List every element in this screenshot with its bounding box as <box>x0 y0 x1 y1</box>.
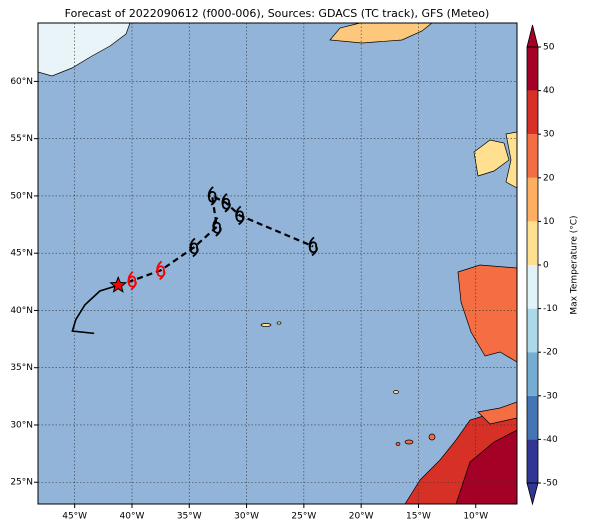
x-tick-label: 25°W <box>291 512 316 522</box>
colorbar-band <box>527 439 538 483</box>
africa-interior <box>455 429 517 504</box>
cyclone-symbol <box>156 260 166 281</box>
cyclone-symbol <box>308 236 318 257</box>
x-tick-label: 10°W <box>463 512 488 522</box>
colorbar-band <box>527 134 538 178</box>
cyclone-symbol <box>127 270 137 291</box>
x-tick-label: 15°W <box>406 512 431 522</box>
greenland <box>38 23 131 77</box>
land <box>38 23 517 504</box>
forecast-track <box>117 194 314 287</box>
iberia <box>457 264 517 363</box>
colorbar-extend-top <box>526 24 539 48</box>
colorbar-band <box>527 47 538 91</box>
x-tick-label: 35°W <box>177 512 202 522</box>
map-frame <box>37 22 518 505</box>
colorbar-tick-label: -30 <box>543 391 558 401</box>
canaries <box>395 442 401 446</box>
colorbar-tick-label: -50 <box>543 479 558 489</box>
colorbar-tick-label: -10 <box>543 304 558 314</box>
x-tick-label: 30°W <box>234 512 259 522</box>
ocean <box>38 23 517 504</box>
y-tick-label: 30°N <box>10 420 33 430</box>
y-tick-label: 40°N <box>10 306 33 316</box>
y-tick-label: 60°N <box>10 77 33 87</box>
colorbar-tick-label: -40 <box>543 435 558 445</box>
current-position <box>109 275 128 293</box>
colorbar-tick-label: -20 <box>543 348 558 358</box>
canaries <box>404 439 414 445</box>
y-tick-label: 50°N <box>10 191 33 201</box>
y-tick-label: 25°N <box>10 478 33 488</box>
map-title: Forecast of 2022090612 (f000-006), Sourc… <box>65 7 490 20</box>
canaries <box>428 433 436 441</box>
y-tick-label: 55°N <box>10 134 33 144</box>
cyclone-symbol <box>207 186 218 206</box>
cyclone-symbol <box>235 205 245 226</box>
colorbar-tick-label: 20 <box>543 173 555 183</box>
colorbar-band <box>527 352 538 396</box>
y-tick-label: 35°N <box>10 363 33 373</box>
britain <box>505 131 517 189</box>
x-tick-label: 20°W <box>349 512 374 522</box>
iceland <box>329 23 433 44</box>
morocco <box>477 401 517 425</box>
cyclone-symbol <box>189 237 199 258</box>
cyclone-symbol <box>221 193 231 213</box>
past-track <box>71 284 119 335</box>
x-tick-label: 40°W <box>120 512 145 522</box>
colorbar-band <box>527 308 538 353</box>
tracks <box>71 186 318 335</box>
colorbar-label: Max Temperature (°C) <box>570 215 580 314</box>
x-tick-label: 45°W <box>62 512 87 522</box>
colorbar-band <box>527 177 538 222</box>
y-tick-label: 45°N <box>10 249 33 259</box>
azores <box>260 323 272 327</box>
colorbar-tick-label: 50 <box>543 43 555 53</box>
colorbar-extend-bottom <box>526 482 539 506</box>
colorbar-tick-label: 10 <box>543 217 555 227</box>
colorbar-tick-label: 30 <box>543 130 555 140</box>
colorbar-band <box>527 221 538 265</box>
madeira <box>393 390 399 394</box>
colorbar: -50 -40 -30 -20 -10 0 10 20 30 40 50 <box>526 24 558 506</box>
grid <box>38 23 517 504</box>
colorbar-band <box>527 395 538 440</box>
colorbar-tick-label: 0 <box>543 261 549 271</box>
colorbar-band <box>527 90 538 135</box>
colorbar-band <box>527 265 538 309</box>
azores <box>276 321 282 325</box>
cyclone-symbol <box>212 217 222 237</box>
colorbar-tick-label: 40 <box>543 86 555 96</box>
ireland <box>473 139 510 177</box>
